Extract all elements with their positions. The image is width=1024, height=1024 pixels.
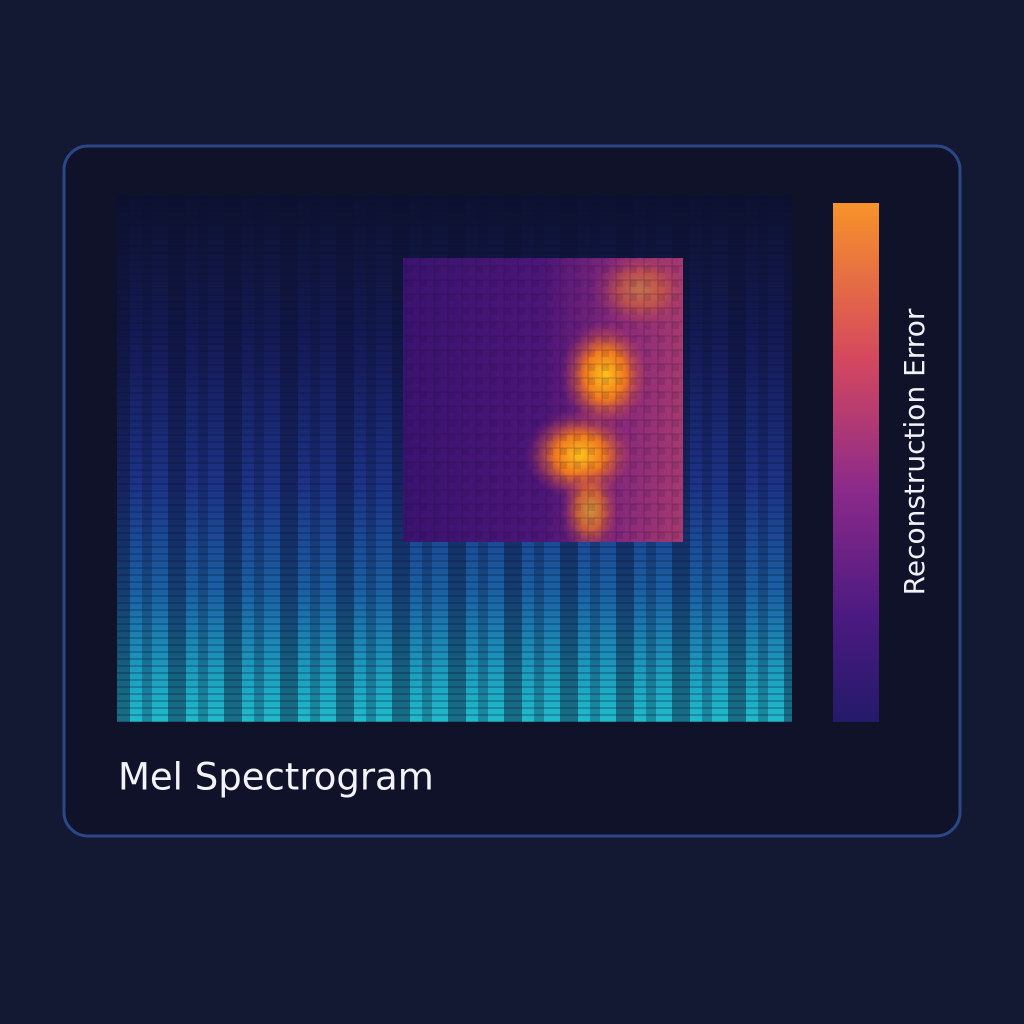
panel-title: Mel Spectrogram (118, 756, 434, 799)
error-heatmap (403, 258, 683, 542)
colorbar (833, 203, 879, 722)
colorbar-label: Reconstruction Error (898, 308, 931, 595)
